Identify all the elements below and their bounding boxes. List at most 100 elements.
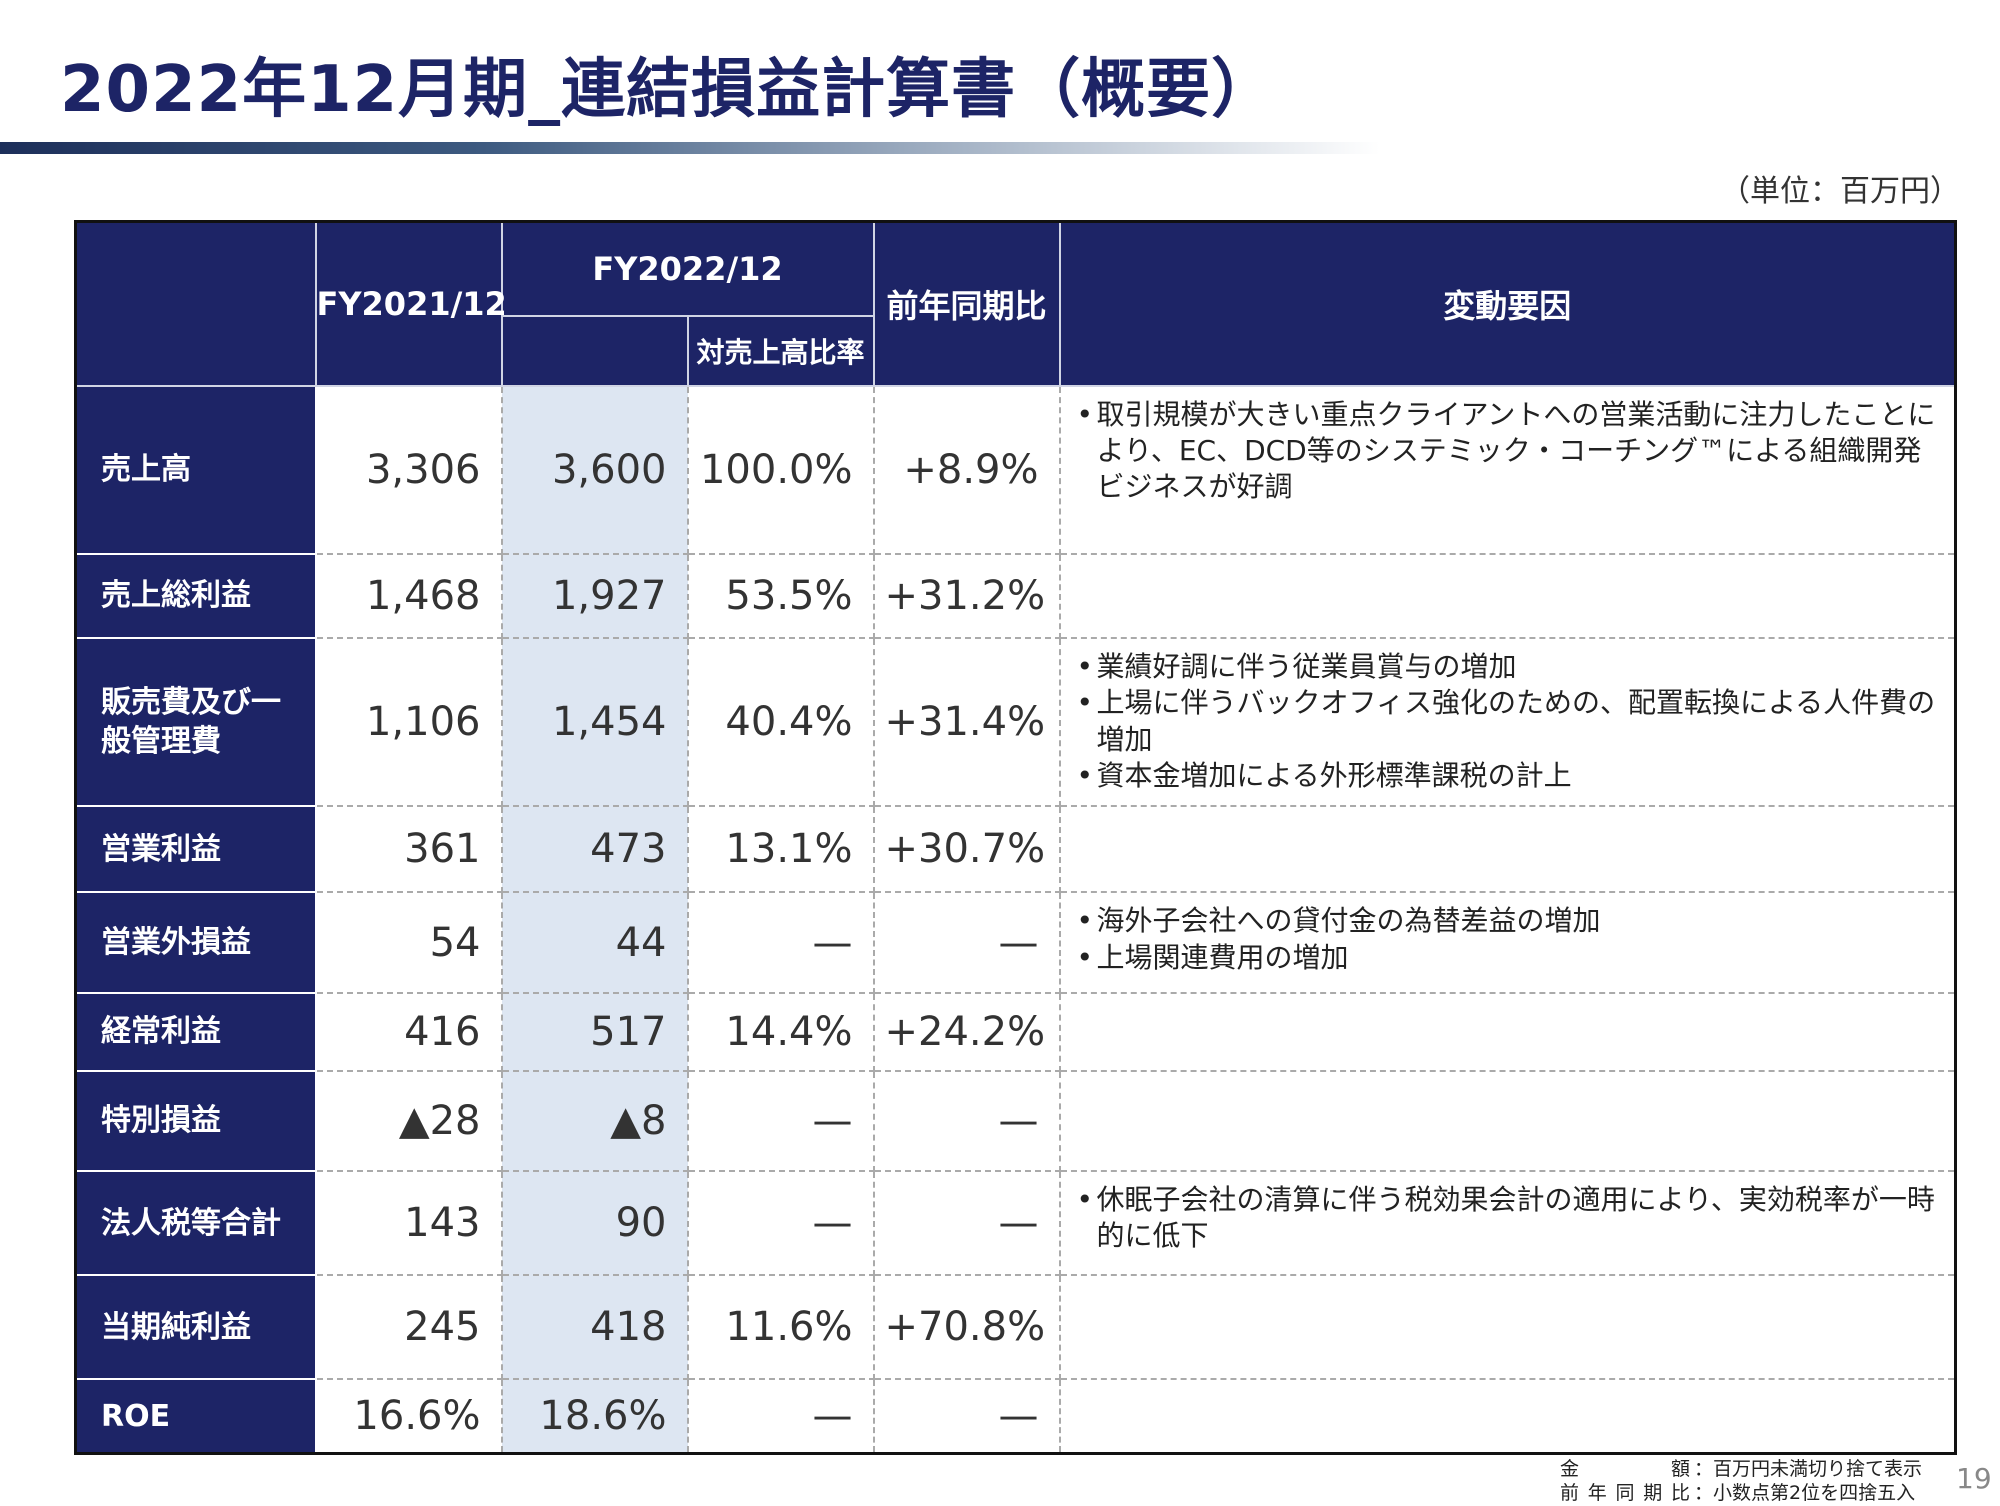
factor-item: 業績好調に伴う従業員賞与の増加	[1077, 649, 1941, 686]
table-row: 経常利益 416 517 14.4% +24.2%	[75, 991, 1957, 1072]
header-ratio: 対売上高比率	[686, 314, 875, 387]
row-label: 当期純利益	[75, 1274, 317, 1381]
factor-list: 休眠子会社の清算に伴う税効果会計の適用により、実効税率が一時的に低下	[1075, 1182, 1941, 1255]
header-blank	[74, 220, 317, 387]
table-row: 営業利益 361 473 13.1% +30.7%	[75, 805, 1957, 894]
cell-factors	[1058, 552, 1957, 639]
cell-ratio: 14.4%	[686, 991, 875, 1072]
cell-factors: 海外子会社への貸付金の為替差益の増加上場関連費用の増加	[1058, 891, 1957, 994]
cell-ratio: 100.0%	[686, 384, 875, 555]
cell-yoy: —	[872, 891, 1061, 994]
footnotes: 金額 ：百万円未満切り捨て表示 前年同期比 ：小数点第2位を四捨五入	[1560, 1458, 1922, 1506]
cell-fy2021: 16.6%	[314, 1378, 503, 1455]
table-row: 当期純利益 245 418 11.6% +70.8%	[75, 1274, 1957, 1381]
cell-fy2022: 473	[500, 805, 689, 894]
footnote-text: ：百万円未満切り捨て表示	[1694, 1458, 1923, 1480]
cell-ratio: 11.6%	[686, 1274, 875, 1381]
cell-factors: 取引規模が大きい重点クライアントへの営業活動に注力したことにより、EC、DCD等…	[1058, 384, 1957, 555]
cell-fy2022: 418	[500, 1274, 689, 1381]
income-statement-table: FY2021/12 FY2022/12 前年同期比 変動要因 対売上高比率 売上…	[74, 220, 1957, 1455]
cell-fy2021: 361	[314, 805, 503, 894]
cell-yoy: +31.2%	[872, 552, 1061, 639]
cell-yoy: +24.2%	[872, 991, 1061, 1072]
cell-factors	[1058, 1274, 1957, 1381]
cell-fy2022: 1,927	[500, 552, 689, 639]
factor-item: 上場関連費用の増加	[1077, 940, 1941, 977]
table-row: 販売費及び一般管理費1,1061,45440.4%+31.4%業績好調に伴う従業…	[75, 636, 1957, 808]
table-row: 特別損益 ▲28 ▲8— —	[75, 1069, 1957, 1172]
cell-fy2021: 54	[314, 891, 503, 994]
cell-yoy: —	[872, 1169, 1061, 1277]
row-label: 売上総利益	[75, 552, 317, 639]
cell-fy2022: 44	[500, 891, 689, 994]
header-yoy: 前年同期比	[872, 220, 1061, 387]
cell-fy2021: 3,306	[314, 384, 503, 555]
cell-fy2021: 416	[314, 991, 503, 1072]
cell-yoy: +8.9%	[872, 384, 1061, 555]
cell-factors: 業績好調に伴う従業員賞与の増加上場に伴うバックオフィス強化のための、配置転換によ…	[1058, 636, 1957, 808]
cell-factors	[1058, 805, 1957, 894]
table-row: 売上総利益 1,468 1,927 53.5% +31.2%	[75, 552, 1957, 639]
cell-yoy: —	[872, 1378, 1061, 1455]
cell-ratio: 53.5%	[686, 552, 875, 639]
factor-item: 取引規模が大きい重点クライアントへの営業活動に注力したことにより、EC、DCD等…	[1077, 397, 1941, 506]
row-label: 売上高	[75, 384, 317, 555]
cell-fy2022: 517	[500, 991, 689, 1072]
page-number: 19	[1956, 1462, 1992, 1495]
table-row: ROE 16.6% 18.6% — —	[75, 1378, 1957, 1455]
cell-fy2022: 18.6%	[500, 1378, 689, 1455]
cell-fy2021: ▲28	[314, 1069, 503, 1172]
cell-yoy: +70.8%	[872, 1274, 1061, 1381]
header-fy2022: FY2022/12	[500, 220, 875, 317]
cell-factors	[1058, 1069, 1957, 1172]
cell-ratio: 40.4%	[686, 636, 875, 808]
row-label: 特別損益	[75, 1069, 317, 1172]
footnote-row: 金額 ：百万円未満切り捨て表示	[1560, 1458, 1922, 1482]
cell-factors	[1058, 991, 1957, 1072]
cell-ratio: —	[686, 1169, 875, 1277]
unit-note: （単位：百万円）	[1720, 174, 1960, 209]
header-fy2021: FY2021/12	[314, 220, 507, 387]
table-row: 法人税等合計14390——休眠子会社の清算に伴う税効果会計の適用により、実効税率…	[75, 1169, 1957, 1277]
row-label: ROE	[75, 1378, 317, 1455]
cell-ratio: 13.1%	[686, 805, 875, 894]
row-label: 営業外損益	[75, 891, 317, 994]
factor-list: 海外子会社への貸付金の為替差益の増加上場関連費用の増加	[1075, 903, 1941, 976]
footnote-row: 前年同期比 ：小数点第2位を四捨五入	[1560, 1482, 1922, 1506]
cell-yoy: +30.7%	[872, 805, 1061, 894]
cell-fy2022: 1,454	[500, 636, 689, 808]
cell-factors	[1058, 1378, 1957, 1455]
cell-yoy: +31.4%	[872, 636, 1061, 808]
factor-item: 休眠子会社の清算に伴う税効果会計の適用により、実効税率が一時的に低下	[1077, 1182, 1941, 1255]
cell-fy2022: 3,600	[500, 384, 689, 555]
factor-list: 業績好調に伴う従業員賞与の増加上場に伴うバックオフィス強化のための、配置転換によ…	[1075, 649, 1941, 795]
cell-fy2021: 1,468	[314, 552, 503, 639]
factor-item: 海外子会社への貸付金の為替差益の増加	[1077, 903, 1941, 940]
table-row: 売上高3,3063,600100.0%+8.9%取引規模が大きい重点クライアント…	[75, 384, 1957, 555]
cell-ratio: —	[686, 891, 875, 994]
header-blank-sub	[500, 314, 689, 387]
row-label: 法人税等合計	[75, 1169, 317, 1277]
row-label: 経常利益	[75, 991, 317, 1072]
title-underline-bar	[0, 142, 1380, 154]
page-title: 2022年12月期_連結損益計算書（概要）	[60, 53, 1277, 127]
cell-fy2021: 245	[314, 1274, 503, 1381]
footnote-text: ：小数点第2位を四捨五入	[1694, 1481, 1916, 1504]
cell-fy2021: 143	[314, 1169, 503, 1277]
factor-list: 取引規模が大きい重点クライアントへの営業活動に注力したことにより、EC、DCD等…	[1075, 397, 1941, 506]
factor-item: 上場に伴うバックオフィス強化のための、配置転換による人件費の増加	[1077, 685, 1941, 758]
cell-factors: 休眠子会社の清算に伴う税効果会計の適用により、実効税率が一時的に低下	[1058, 1169, 1957, 1277]
cell-fy2021: 1,106	[314, 636, 503, 808]
cell-ratio: —	[686, 1378, 875, 1455]
row-label: 営業利益	[75, 805, 317, 894]
row-label: 販売費及び一般管理費	[75, 636, 317, 808]
footnote-label: 前年同期比	[1560, 1481, 1690, 1504]
footnote-label: 金額	[1560, 1458, 1690, 1480]
cell-yoy: —	[872, 1069, 1061, 1172]
cell-fy2022: ▲8	[500, 1069, 689, 1172]
cell-fy2022: 90	[500, 1169, 689, 1277]
header-factors: 変動要因	[1058, 220, 1957, 387]
cell-ratio: —	[686, 1069, 875, 1172]
factor-item: 資本金増加による外形標準課税の計上	[1077, 758, 1941, 795]
